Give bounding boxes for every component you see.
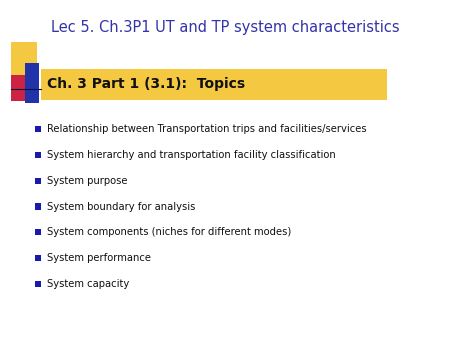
FancyBboxPatch shape [35,126,41,132]
Text: System purpose: System purpose [47,176,128,186]
Text: System components (niches for different modes): System components (niches for different … [47,227,292,237]
FancyBboxPatch shape [35,203,41,210]
FancyBboxPatch shape [25,63,39,103]
FancyBboxPatch shape [35,178,41,184]
FancyBboxPatch shape [35,229,41,235]
Text: System boundary for analysis: System boundary for analysis [47,201,196,212]
Text: System performance: System performance [47,253,151,263]
Text: System capacity: System capacity [47,279,130,289]
FancyBboxPatch shape [40,69,387,100]
FancyBboxPatch shape [11,75,28,101]
FancyBboxPatch shape [11,42,37,76]
Text: Lec 5. Ch.3P1 UT and TP system characteristics: Lec 5. Ch.3P1 UT and TP system character… [51,20,399,35]
FancyBboxPatch shape [35,255,41,261]
FancyBboxPatch shape [35,152,41,158]
Text: Ch. 3 Part 1 (3.1):  Topics: Ch. 3 Part 1 (3.1): Topics [47,77,245,91]
Text: Relationship between Transportation trips and facilities/services: Relationship between Transportation trip… [47,124,367,135]
Text: System hierarchy and transportation facility classification: System hierarchy and transportation faci… [47,150,336,160]
FancyBboxPatch shape [35,281,41,287]
